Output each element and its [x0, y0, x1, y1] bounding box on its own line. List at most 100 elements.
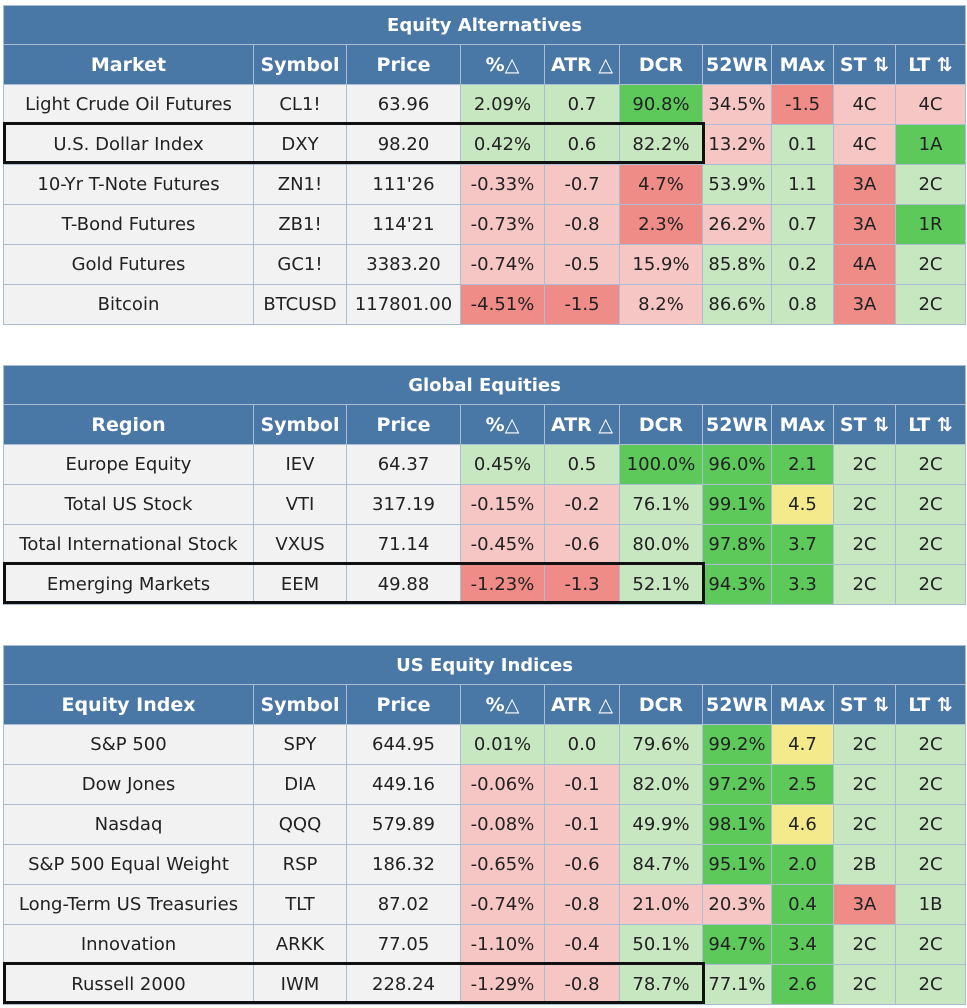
section-0: Equity Alternatives Market Symbol Price %△ AT…	[0, 5, 967, 325]
cell-lt: 1R	[894, 204, 967, 245]
cell-name: Total International Stock	[3, 524, 254, 565]
cell-max: 3.3	[771, 564, 834, 605]
table-row[interactable]: Nasdaq QQQ 579.89 -0.08% -0.1 49.9% 98.1% 4.6 2C…	[3, 804, 967, 845]
cell-pct-change: -0.33%	[460, 164, 545, 205]
column-header-symbol[interactable]: Symbol	[253, 684, 347, 725]
cell-atr-change: -1.3	[544, 564, 620, 605]
column-header-dcr[interactable]: DCR	[619, 684, 703, 725]
cell-symbol: IEV	[253, 444, 347, 485]
cell-price: 77.05	[346, 924, 461, 965]
table-row[interactable]: Innovation ARKK 77.05 -1.10% -0.4 50.1% 94.7% 3…	[3, 924, 967, 965]
cell-lt: 2C	[894, 844, 967, 885]
table-row[interactable]: S&P 500 Equal Weight RSP 186.32 -0.65% -0.6 8…	[3, 844, 967, 885]
table-row[interactable]: Total US Stock VTI 317.19 -0.15% -0.2 76.1% 99…	[3, 484, 967, 525]
cell-atr-change: -0.7	[544, 164, 620, 205]
cell-dcr: 76.1%	[619, 484, 703, 525]
cell-max: 4.6	[771, 804, 834, 845]
cell-st: 2C	[833, 964, 896, 1005]
cell-52wr: 53.9%	[702, 164, 772, 205]
cell-st: 4A	[833, 244, 896, 285]
cell-price: 117801.00	[346, 284, 461, 325]
cell-max: 4.5	[771, 484, 834, 525]
cell-name: U.S. Dollar Index	[3, 124, 254, 165]
column-header-atr-change[interactable]: ATR △	[544, 44, 620, 85]
column-header-st[interactable]: ST ⇅	[833, 684, 896, 725]
cell-atr-change: 0.0	[544, 724, 620, 765]
cell-pct-change: -0.74%	[460, 884, 545, 925]
cell-symbol: SPY	[253, 724, 347, 765]
column-header-pct-change[interactable]: %△	[460, 404, 545, 445]
column-header-dcr[interactable]: DCR	[619, 44, 703, 85]
column-header-52wr[interactable]: 52WR	[702, 44, 772, 85]
column-header-max[interactable]: MAx	[771, 684, 834, 725]
cell-st: 2C	[833, 764, 896, 805]
column-header-name[interactable]: Region	[3, 404, 254, 445]
section-1: Global Equities Region Symbol Price %△ ATR △ D…	[0, 365, 967, 605]
column-header-pct-change[interactable]: %△	[460, 44, 545, 85]
column-header-atr-change[interactable]: ATR △	[544, 684, 620, 725]
column-header-atr-change[interactable]: ATR △	[544, 404, 620, 445]
section-2: US Equity Indices Equity Index Symbol Price…	[0, 645, 967, 1005]
table-row[interactable]: Europe Equity IEV 64.37 0.45% 0.5 100.0% 96.0%…	[3, 444, 967, 485]
column-header-name[interactable]: Equity Index	[3, 684, 254, 725]
column-header-price[interactable]: Price	[346, 684, 461, 725]
table-row[interactable]: Long-Term US Treasuries TLT 87.02 -0.74% -0.…	[3, 884, 967, 925]
cell-pct-change: -0.73%	[460, 204, 545, 245]
cell-lt: 2C	[894, 924, 967, 965]
column-header-lt[interactable]: LT ⇅	[894, 404, 967, 445]
cell-dcr: 50.1%	[619, 924, 703, 965]
table-row[interactable]: 10-Yr T-Note Futures ZN1! 111'26 -0.33% -0.7…	[3, 164, 967, 205]
cell-symbol: CL1!	[253, 84, 347, 125]
cell-52wr: 26.2%	[702, 204, 772, 245]
column-header-dcr[interactable]: DCR	[619, 404, 703, 445]
column-header-lt[interactable]: LT ⇅	[894, 44, 967, 85]
cell-name: Long-Term US Treasuries	[3, 884, 254, 925]
cell-52wr: 20.3%	[702, 884, 772, 925]
cell-max: 1.1	[771, 164, 834, 205]
cell-symbol: TLT	[253, 884, 347, 925]
column-header-name[interactable]: Market	[3, 44, 254, 85]
cell-pct-change: 0.42%	[460, 124, 545, 165]
column-header-st[interactable]: ST ⇅	[833, 404, 896, 445]
cell-max: 0.8	[771, 284, 834, 325]
cell-price: 228.24	[346, 964, 461, 1005]
column-header-symbol[interactable]: Symbol	[253, 404, 347, 445]
cell-max: 4.7	[771, 724, 834, 765]
table-row[interactable]: Light Crude Oil Futures CL1! 63.96 2.09% 0.7…	[3, 84, 967, 125]
cell-dcr: 79.6%	[619, 724, 703, 765]
cell-st: 2C	[833, 724, 896, 765]
table-row[interactable]: Gold Futures GC1! 3383.20 -0.74% -0.5 15.9% 85…	[3, 244, 967, 285]
table-row[interactable]: Emerging Markets EEM 49.88 -1.23% -1.3 52.1% 9…	[3, 564, 967, 605]
column-header-st[interactable]: ST ⇅	[833, 44, 896, 85]
column-header-max[interactable]: MAx	[771, 404, 834, 445]
column-header-52wr[interactable]: 52WR	[702, 404, 772, 445]
cell-lt: 2C	[894, 524, 967, 565]
column-header-max[interactable]: MAx	[771, 44, 834, 85]
table-row[interactable]: Dow Jones DIA 449.16 -0.06% -0.1 82.0% 97.2% 2.…	[3, 764, 967, 805]
cell-atr-change: -0.1	[544, 804, 620, 845]
table-row[interactable]: Bitcoin BTCUSD 117801.00 -4.51% -1.5 8.2% 86.6…	[3, 284, 967, 325]
cell-st: 2B	[833, 844, 896, 885]
table-row[interactable]: S&P 500 SPY 644.95 0.01% 0.0 79.6% 99.2% 4.7 2C 2…	[3, 724, 967, 765]
cell-max: 2.6	[771, 964, 834, 1005]
column-header-price[interactable]: Price	[346, 404, 461, 445]
cell-max: 2.5	[771, 764, 834, 805]
cell-52wr: 85.8%	[702, 244, 772, 285]
column-header-52wr[interactable]: 52WR	[702, 684, 772, 725]
column-header-symbol[interactable]: Symbol	[253, 44, 347, 85]
table-row[interactable]: Total International Stock VXUS 71.14 -0.45%…	[3, 524, 967, 565]
table-row[interactable]: Russell 2000 IWM 228.24 -1.29% -0.8 78.7% 77.1…	[3, 964, 967, 1005]
cell-max: 0.2	[771, 244, 834, 285]
cell-pct-change: -0.45%	[460, 524, 545, 565]
cell-name: Innovation	[3, 924, 254, 965]
cell-price: 71.14	[346, 524, 461, 565]
table-row[interactable]: T-Bond Futures ZB1! 114'21 -0.73% -0.8 2.3% 26…	[3, 204, 967, 245]
table-row[interactable]: U.S. Dollar Index DXY 98.20 0.42% 0.6 82.2% 13…	[3, 124, 967, 165]
cell-atr-change: -0.4	[544, 924, 620, 965]
column-header-pct-change[interactable]: %△	[460, 684, 545, 725]
column-header-price[interactable]: Price	[346, 44, 461, 85]
cell-symbol: IWM	[253, 964, 347, 1005]
cell-symbol: GC1!	[253, 244, 347, 285]
cell-price: 114'21	[346, 204, 461, 245]
column-header-lt[interactable]: LT ⇅	[894, 684, 967, 725]
